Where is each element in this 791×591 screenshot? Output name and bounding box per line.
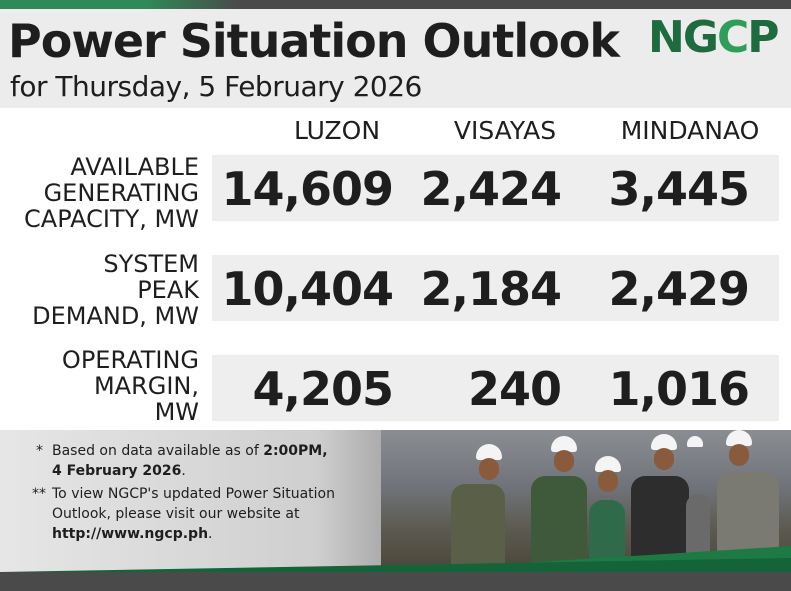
footnote-end: . — [181, 463, 186, 479]
row-label-capacity: AVAILABLE GENERATING CAPACITY, MW — [24, 154, 199, 232]
row-label-margin: OPERATING MARGIN, MW — [62, 347, 199, 425]
footnote-1-text: Based on data available as of 2:00PM, 4 … — [52, 441, 328, 481]
workers-photo — [381, 430, 791, 572]
row-label-line: AVAILABLE — [70, 153, 199, 181]
footnote-end: . — [208, 526, 213, 542]
value-visayas-margin: 240 — [467, 362, 562, 416]
value-luzon-margin: 4,205 — [252, 362, 394, 416]
top-green-accent — [0, 0, 240, 9]
row-label-line: CAPACITY, MW — [24, 205, 199, 233]
column-header-mindanao: MINDANAO — [620, 116, 760, 145]
value-visayas-demand: 2,184 — [420, 262, 562, 316]
row-background-demand — [212, 255, 779, 321]
ngcp-logo: NGCP — [648, 12, 780, 63]
footnote-text: To view NGCP's updated Power Situation — [52, 486, 335, 502]
footer-banner — [0, 430, 791, 572]
website-link[interactable]: http://www.ngcp.ph — [52, 526, 209, 542]
row-label-line: PEAK — [137, 276, 199, 304]
footnote-marker: ** — [32, 486, 46, 502]
value-mindanao-margin: 1,016 — [608, 362, 750, 416]
row-label-demand: SYSTEM PEAK DEMAND, MW — [32, 251, 199, 329]
footnote-time: 2:00PM, — [263, 443, 328, 459]
footnote-2-text: To view NGCP's updated Power Situation O… — [52, 484, 335, 544]
header — [0, 9, 791, 108]
row-background-capacity — [212, 155, 779, 221]
value-mindanao-capacity: 3,445 — [608, 162, 750, 216]
value-luzon-capacity: 14,609 — [221, 162, 394, 216]
row-label-line: SYSTEM — [103, 250, 199, 278]
row-label-line: GENERATING — [43, 179, 199, 207]
row-label-line: MARGIN, — [93, 372, 199, 400]
column-header-visayas: VISAYAS — [453, 116, 557, 145]
value-mindanao-demand: 2,429 — [608, 262, 750, 316]
row-background-margin — [212, 355, 779, 421]
row-label-line: MW — [154, 398, 199, 426]
footnote-1: * — [36, 441, 43, 461]
page-subtitle: for Thursday, 5 February 2026 — [10, 70, 422, 103]
row-label-line: OPERATING — [61, 346, 199, 374]
footnote-text: Based on data available as of — [52, 443, 264, 459]
column-header-luzon: LUZON — [293, 116, 381, 145]
top-bar — [0, 0, 791, 9]
footnote-2: ** — [32, 484, 46, 504]
row-label-line: DEMAND, MW — [32, 302, 199, 330]
bottom-bar — [0, 572, 791, 591]
value-luzon-demand: 10,404 — [221, 262, 394, 316]
page-title: Power Situation Outlook — [8, 14, 620, 68]
footnote-date: 4 February 2026 — [52, 463, 182, 479]
value-visayas-capacity: 2,424 — [420, 162, 562, 216]
green-accent-stripe — [0, 546, 791, 572]
footnote-text: Outlook, please visit our website at — [52, 506, 300, 522]
footnote-marker: * — [36, 443, 43, 459]
